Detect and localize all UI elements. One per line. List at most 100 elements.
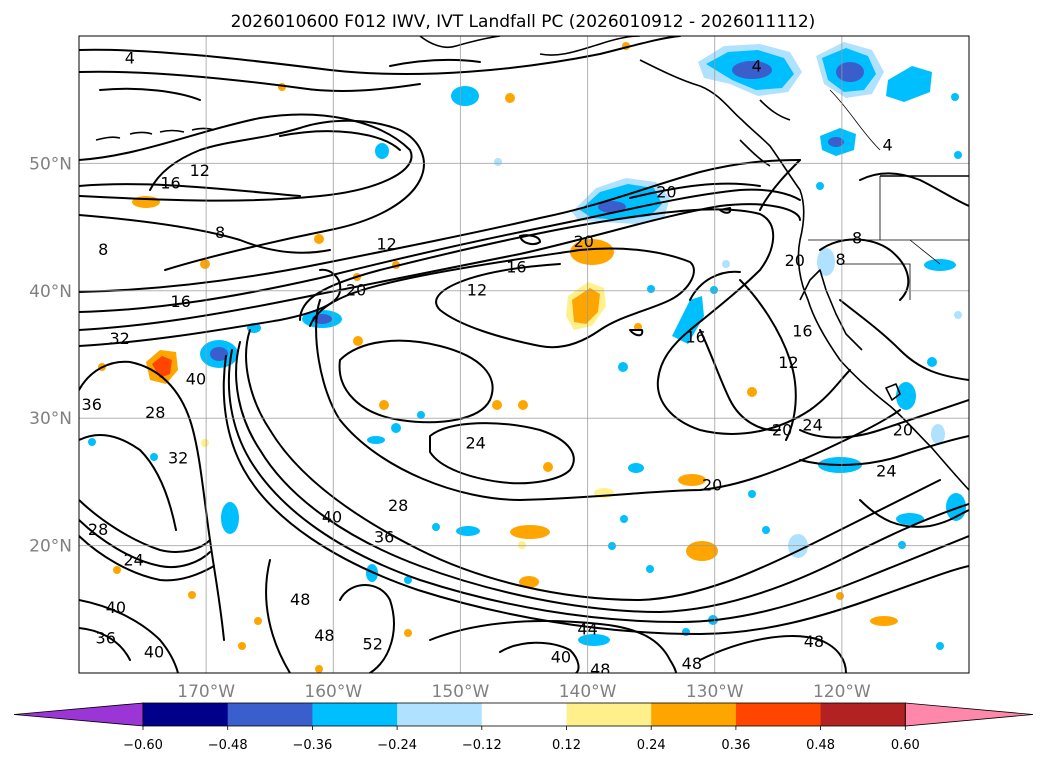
contour-label: 52: [363, 635, 383, 654]
figure-title: 2026010600 F012 IWV, IVT Landfall PC (20…: [231, 12, 816, 32]
colorbar-min-extension: [13, 702, 144, 727]
contour-label: 20: [893, 421, 913, 440]
longitude-tick-label: 150°W: [432, 682, 490, 702]
contour-label: 40: [551, 647, 571, 666]
pc-negative-patch: [672, 296, 704, 344]
contour-label: 16: [792, 321, 812, 340]
political-borders: [808, 89, 969, 300]
colorbar-segment: [227, 703, 313, 726]
colorbar-tick-label: 0.12: [552, 738, 581, 753]
contour-label: 8: [98, 240, 108, 259]
contour-label: 48: [804, 632, 824, 651]
pc-negative-patch: [578, 634, 610, 646]
pc-positive-patch: [570, 239, 614, 265]
contour-label: 40: [144, 642, 164, 661]
contour-label: 16: [506, 258, 526, 277]
colorbar-segment: [651, 703, 737, 726]
contour-label: 48: [314, 626, 334, 645]
contour-label: 8: [835, 250, 845, 269]
longitude-tick-label: 170°W: [177, 682, 235, 702]
longitude-tick-label: 140°W: [559, 682, 617, 702]
pc-negative-patch: [221, 502, 239, 534]
longitude-tick-label: 130°W: [686, 682, 744, 702]
contour-label: 24: [876, 461, 896, 480]
contour-label: 4: [125, 49, 135, 68]
pc-negative-patch: [886, 66, 932, 102]
colorbar-segment: [566, 703, 652, 726]
contour-label: 4: [752, 56, 762, 75]
pc-negative-patch: [896, 513, 924, 525]
colorbar-segment: [397, 703, 483, 726]
contour-label: 28: [88, 520, 108, 539]
contour-label: 36: [374, 528, 394, 547]
latitude-tick-label: 40°N: [29, 282, 72, 302]
contour-label: 44: [577, 619, 597, 638]
colorbar-segment: [312, 703, 398, 726]
contour-label: 40: [322, 507, 342, 526]
pc-positive-patch: [870, 616, 898, 626]
pc-positive-patch: [510, 525, 550, 539]
contour-label: 20: [772, 421, 792, 440]
pc-negative-patch: [817, 248, 835, 276]
contour-label: 36: [82, 395, 102, 414]
contour-label: 40: [106, 598, 126, 617]
contour-label: 20: [785, 251, 805, 270]
contour-label: 8: [852, 228, 862, 247]
contour-label: 20: [346, 281, 366, 300]
pc-negative-patch: [451, 86, 479, 106]
pc-negative-patch: [375, 143, 389, 159]
contour-label: 28: [145, 403, 165, 422]
coastlines: [95, 36, 969, 491]
contour-label: 24: [466, 433, 486, 452]
colorbar-tick-label: 0.48: [806, 738, 835, 753]
contour-label: 16: [160, 174, 180, 193]
pc-negative-patch: [628, 463, 644, 473]
contour-label: 48: [290, 590, 310, 609]
longitude-tick-label: 160°W: [304, 682, 362, 702]
contour-label: 36: [96, 628, 116, 647]
colorbar-tick-labels: −0.60 −0.48 −0.36 −0.24 −0.12 0.12 0.24 0.36 0.4…: [123, 726, 920, 753]
contour-label: 24: [802, 416, 822, 435]
colorbar-tick-label: −0.36: [292, 738, 332, 753]
pc-negative-patch: [367, 436, 385, 444]
iwv-contours: [79, 36, 969, 673]
pc-negative-patch: [924, 259, 956, 271]
latitude-tick-label: 20°N: [29, 537, 72, 557]
contour-label: 48: [590, 660, 610, 679]
contour-label: 20: [656, 182, 676, 201]
pc-positive-patch: [572, 288, 600, 324]
colorbar-segment: [735, 703, 822, 726]
contour-label: 16: [685, 328, 705, 347]
contour-label: 48: [682, 654, 702, 673]
latitude-tick-label: 50°N: [29, 154, 72, 174]
contour-label: 28: [388, 496, 408, 515]
colorbar-segment: [820, 703, 906, 726]
contour-label: 24: [123, 551, 143, 570]
colorbar-tick-label: −0.48: [208, 738, 248, 753]
contour-label: 32: [168, 449, 188, 468]
colorbar-max-extension: [904, 702, 1034, 727]
colorbar-segment: [481, 703, 567, 726]
contour-label: 20: [702, 475, 722, 494]
contour-label: 32: [110, 329, 130, 348]
contour-label: 12: [778, 353, 798, 372]
longitude-tick-label: 120°W: [813, 682, 871, 702]
colorbar: [13, 702, 1034, 727]
colorbar-tick-label: −0.24: [377, 738, 417, 753]
contour-label: 12: [190, 161, 210, 180]
pc-negative-patch: [456, 526, 480, 536]
pc-positive-patch: [686, 541, 718, 561]
latitude-tick-label: 30°N: [29, 409, 72, 429]
colorbar-tick-label: 0.60: [891, 738, 920, 753]
colorbar-tick-label: −0.60: [123, 738, 163, 753]
contour-label: 4: [883, 135, 893, 154]
graticule: [79, 36, 969, 673]
contour-label: 8: [215, 223, 225, 242]
longitude-tick-labels: 170°W 160°W 150°W 140°W 130°W 120°W: [177, 682, 871, 702]
contour-label: 16: [171, 292, 191, 311]
contour-label: 12: [467, 281, 487, 300]
colorbar-tick-label: 0.24: [637, 738, 666, 753]
pc-negative-patch: [896, 382, 916, 410]
map-frame: [78, 35, 970, 674]
